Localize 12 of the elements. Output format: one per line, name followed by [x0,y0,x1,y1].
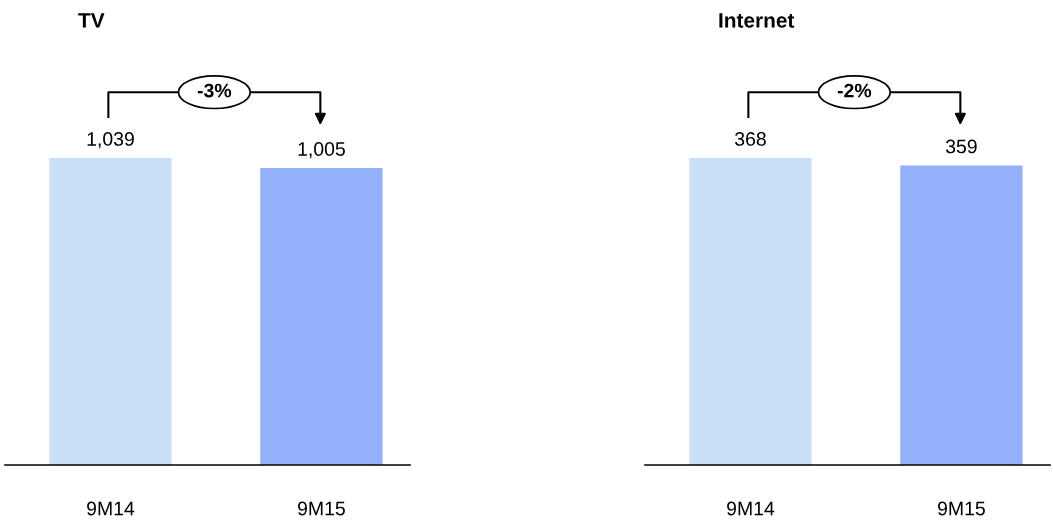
data-label: 1,039 [87,132,134,149]
data-label: 368 [734,132,766,146]
data-label: 359 [945,139,977,154]
x-tick-label: 9M15 [938,501,985,516]
x-tick-label: 9M14 [727,501,775,516]
data-label: 1,005 [298,142,345,159]
text: -3% [197,83,232,98]
x-tick-label: 9M15 [298,501,345,516]
chart-title: TV [78,13,105,28]
chart-title: Internet [719,13,795,28]
x-tick-label: 9M14 [87,501,135,516]
text: -2% [837,83,872,98]
